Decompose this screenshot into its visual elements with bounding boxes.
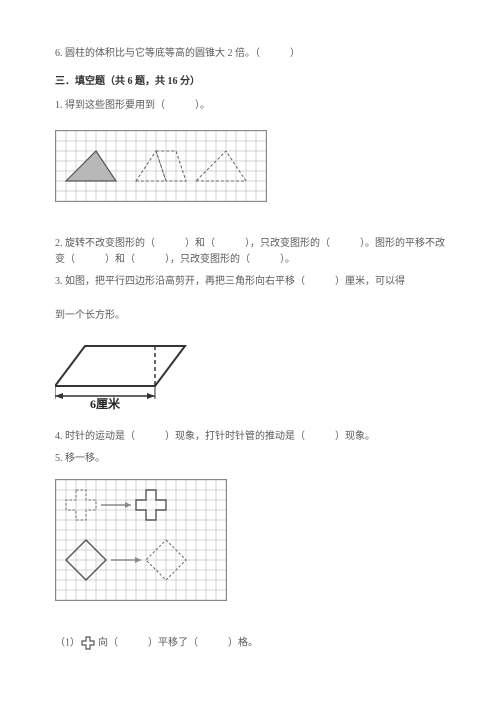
fill-q1: 1. 得到这些图形要用到（ ）。 xyxy=(55,98,445,114)
q5-1-prefix: （1） xyxy=(55,637,80,648)
figure-5-grid-shapes xyxy=(55,479,227,601)
section-3-title: 三．填空题（共 6 题，共 16 分） xyxy=(55,74,445,90)
fill-q4: 4. 时针的运动是（ ）现象，打针时针管的推动是（ ）现象。 xyxy=(55,429,445,445)
fill-q5: 5. 移一移。 xyxy=(55,451,445,467)
figure-1-grid-triangles xyxy=(55,130,267,202)
cross-icon xyxy=(80,635,96,651)
fill-q3b: 到一个长方形。 xyxy=(55,308,445,324)
fill-q3: 3. 如图，把平行四边形沿高剪开，再把三角形向右平移（ ）厘米，可以得 xyxy=(55,274,445,290)
q5-1-rest: 向（ ）平移了（ ）格。 xyxy=(98,637,258,648)
fig3-label: 6厘米 xyxy=(90,396,121,411)
figure-3-parallelogram: 6厘米 xyxy=(55,336,445,411)
fill-q5-1: （1） 向（ ）平移了（ ）格。 xyxy=(55,635,445,651)
question-6: 6. 圆柱的体积比与它等底等高的圆锥大 2 倍。（ ） xyxy=(55,46,445,62)
fill-q2: 2. 旋转不改变图形的（ ）和（ ），只改变图形的（ ）。图形的平移不改变（ ）… xyxy=(55,236,445,268)
